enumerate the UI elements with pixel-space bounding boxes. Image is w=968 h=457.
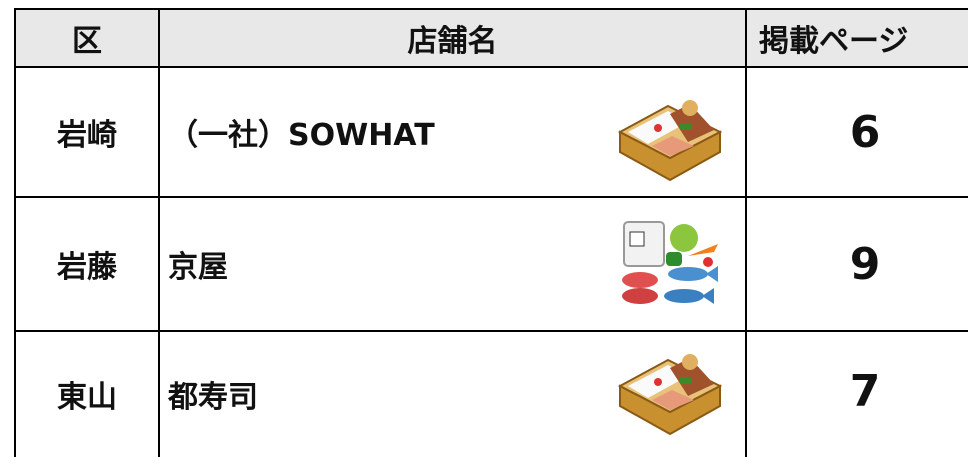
header-cell: 区 [14, 8, 160, 68]
shop-cell: 都寿司 [158, 330, 747, 457]
bento-icon [618, 354, 722, 436]
groceries-icon [622, 221, 718, 304]
area-cell: 岩藤 [14, 196, 160, 332]
header-cell: 掲載ページ [745, 8, 968, 68]
area-cell: 岩崎 [14, 66, 160, 198]
page-cell: 6 [745, 66, 968, 198]
page-cell: 7 [745, 330, 968, 457]
header-cell: 店舗名 [158, 8, 747, 68]
bento-icon [618, 100, 722, 182]
area-cell: 東山 [14, 330, 160, 457]
page-cell: 9 [745, 196, 968, 332]
